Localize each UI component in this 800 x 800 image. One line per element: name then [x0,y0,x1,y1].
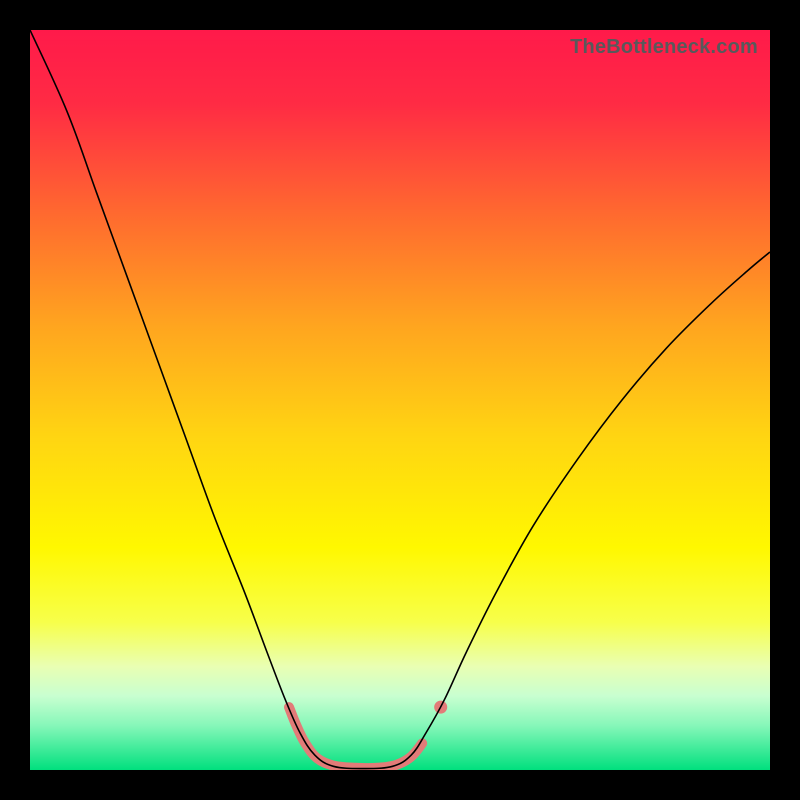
chart-background [30,30,770,770]
chart-container: TheBottleneck.com [0,0,800,800]
bottleneck-curve-chart [30,30,770,770]
plot-area: TheBottleneck.com [30,30,770,770]
watermark-text: TheBottleneck.com [570,36,758,59]
